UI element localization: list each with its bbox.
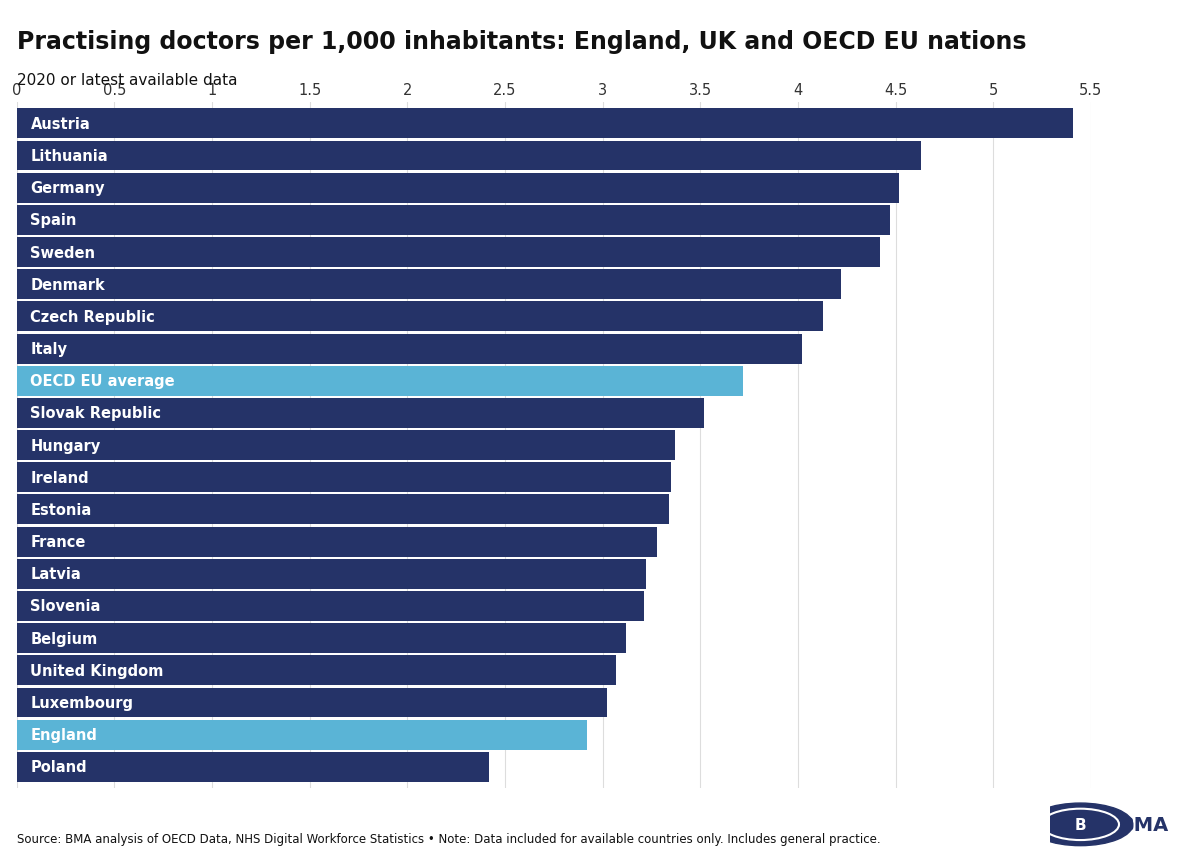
Bar: [17, 462, 671, 492]
Text: BMA: BMA: [1120, 815, 1169, 834]
Bar: [17, 430, 674, 461]
Bar: [17, 270, 841, 300]
Text: United Kingdom: United Kingdom: [30, 663, 164, 678]
Text: Source: BMA analysis of OECD Data, NHS Digital Workforce Statistics • Note: Data: Source: BMA analysis of OECD Data, NHS D…: [17, 833, 881, 846]
Text: Practising doctors per 1,000 inhabitants: England, UK and OECD EU nations: Practising doctors per 1,000 inhabitants…: [17, 30, 1026, 54]
Text: Czech Republic: Czech Republic: [30, 310, 155, 325]
Text: Estonia: Estonia: [30, 502, 91, 517]
Bar: [17, 141, 920, 171]
Text: B: B: [1074, 817, 1086, 832]
Bar: [17, 752, 490, 782]
Bar: [17, 495, 670, 525]
Text: Belgium: Belgium: [30, 631, 97, 646]
Text: Latvia: Latvia: [30, 567, 82, 581]
Bar: [17, 623, 626, 653]
Text: Sweden: Sweden: [30, 245, 96, 260]
Text: Poland: Poland: [30, 759, 88, 774]
Text: 2020 or latest available data: 2020 or latest available data: [17, 73, 238, 88]
Text: Slovak Republic: Slovak Republic: [30, 406, 162, 421]
Bar: [17, 334, 802, 364]
Circle shape: [1028, 803, 1133, 846]
Bar: [17, 688, 606, 717]
Text: Germany: Germany: [30, 181, 104, 196]
Bar: [17, 399, 704, 429]
Bar: [17, 592, 643, 621]
Text: France: France: [30, 535, 86, 549]
Text: OECD EU average: OECD EU average: [30, 374, 175, 389]
Text: Lithuania: Lithuania: [30, 149, 108, 164]
Text: Ireland: Ireland: [30, 470, 89, 486]
Text: England: England: [30, 728, 97, 742]
Text: Hungary: Hungary: [30, 438, 101, 453]
Bar: [17, 366, 743, 396]
Bar: [17, 527, 658, 557]
Bar: [17, 559, 646, 589]
Bar: [17, 720, 587, 750]
Text: Italy: Italy: [30, 342, 67, 356]
Text: Denmark: Denmark: [30, 277, 106, 293]
Text: Slovenia: Slovenia: [30, 598, 101, 614]
Bar: [17, 655, 617, 685]
Bar: [17, 206, 889, 236]
Bar: [17, 238, 880, 268]
Bar: [17, 174, 900, 203]
Text: Spain: Spain: [30, 214, 77, 228]
Bar: [17, 302, 823, 332]
Text: Luxembourg: Luxembourg: [30, 695, 133, 710]
Text: Austria: Austria: [30, 117, 90, 132]
Bar: [17, 109, 1073, 139]
